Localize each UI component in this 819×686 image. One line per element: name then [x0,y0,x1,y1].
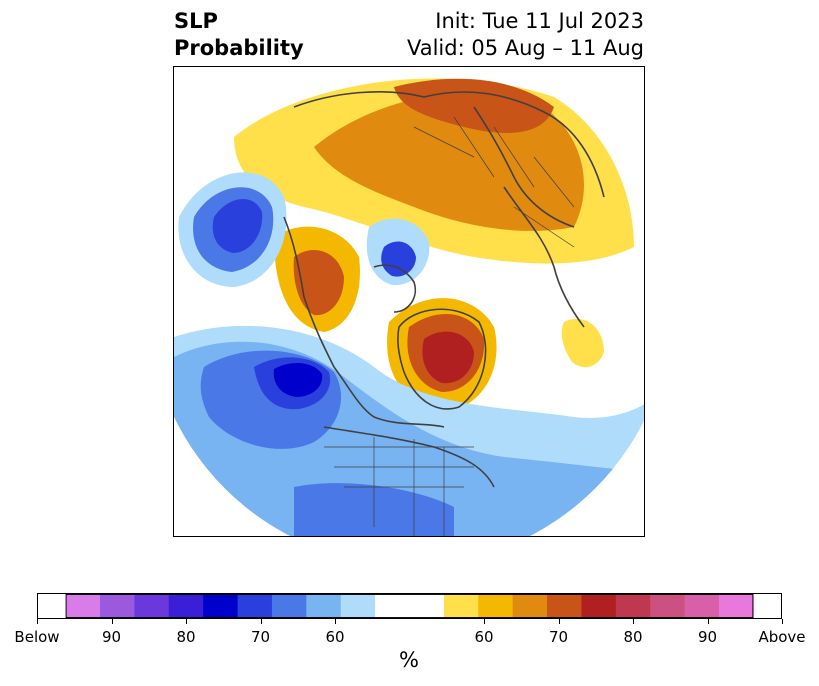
colorbar-segment [100,594,135,618]
colorbar-tick-mark [782,619,783,624]
coastline-canada [333,366,445,428]
colorbar-border [65,594,754,618]
cold-region-america-max [273,362,323,397]
colorbar-tick-mark [633,619,634,624]
colorbar-tick-mark [37,619,38,624]
colorbar [37,593,782,619]
chart-title-left: SLP Probability [174,8,304,62]
colorbar-segment [237,594,273,618]
colorbar-segment [340,594,376,618]
coastline-north [293,91,605,198]
valid-range: Valid: 05 Aug – 11 Aug [406,36,644,60]
colorbar-tick-label: 70 [548,628,569,646]
cold-region-arctic-core [381,241,416,277]
colorbar-segment [271,594,307,618]
border-lines-usa [324,437,474,536]
coastline-greenland [397,308,487,410]
colorbar-tick-label: Below [14,628,60,646]
colorbar-tick-label: 90 [697,628,718,646]
colorbar-tick-label: 60 [474,628,494,646]
coastline-alaska [283,216,335,368]
coastline-hudson [373,264,416,313]
probability-map [173,66,645,537]
colorbar-unit-label: % [399,648,419,672]
colorbar-tick-mark [111,619,113,624]
coastline-europe [503,186,585,328]
init-date: Init: Tue 11 Jul 2023 [435,9,644,33]
colorbar-segment [650,594,686,618]
colorbar-segment [443,594,479,618]
colorbar-segment [134,594,170,618]
coastline-asia [473,106,575,228]
colorbar-segment [512,594,548,618]
colorbar-segment [718,594,754,618]
warm-region-greenland-core [422,331,474,384]
colorbar-segment [409,594,445,618]
warm-region-east [561,318,604,368]
title-metric: Probability [174,36,304,60]
warm-region-west-inner [293,249,344,316]
colorbar-segment [478,594,514,618]
colorbar-segment [306,594,342,618]
colorbar-svg [37,593,782,619]
colorbar-tick-mark [260,619,262,624]
colorbar-tick-label: 60 [325,628,345,646]
colorbar-segment [547,594,582,618]
colorbar-segment [684,594,720,618]
colorbar-segment [615,594,651,618]
border-lines-eurasia [413,116,575,248]
colorbar-tick-label: 80 [623,628,643,646]
colorbar-tick-mark [707,619,709,624]
map-canvas [174,67,644,536]
colorbar-segment [65,594,101,618]
colorbar-tick-label: 70 [250,628,271,646]
chart-title-right: Init: Tue 11 Jul 2023 Valid: 05 Aug – 11… [407,8,644,62]
colorbar-segment [581,594,617,618]
title-variable: SLP [174,9,218,33]
colorbar-segment [203,594,239,618]
colorbar-tick-mark [484,619,485,624]
colorbar-segment [375,594,410,618]
colorbar-tick-label: 90 [101,628,122,646]
cold-region-pacific-core [212,199,263,253]
colorbar-tick-mark [335,619,336,624]
colorbar-tick-mark [186,619,187,624]
colorbar-tick-mark [558,619,560,624]
warm-region-north-core [394,78,554,133]
colorbar-tick-label: Above [758,628,806,646]
colorbar-tick-label: 80 [176,628,196,646]
colorbar-segment [168,594,204,618]
